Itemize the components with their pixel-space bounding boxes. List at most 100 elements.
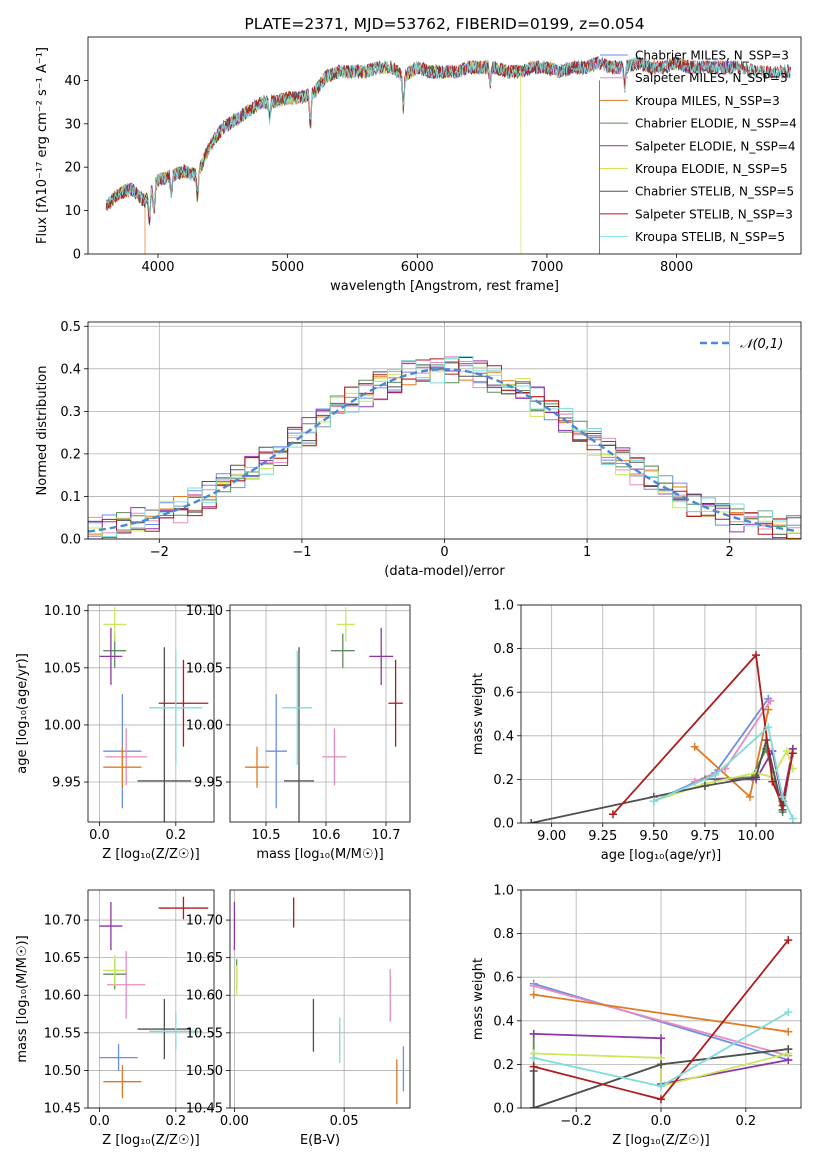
y-tick-label: 0.1 [60,490,81,505]
points [99,896,209,1099]
x-tick-label: 0.0 [89,1114,110,1129]
x-tick-label: 10.7 [372,828,401,843]
errorbar-kroupa_elodie [103,955,127,986]
errorbar-salpeter_elodie [369,627,394,685]
spectrum-series-salpeter_stelib [105,56,791,254]
weight-marker [766,696,775,705]
y-axis-label: mass weight [471,958,486,1040]
weight-series-kroupa_elodie [533,1052,789,1088]
legend-entry: 𝒩(0,1) [740,337,783,352]
legend: Chabrier MILES, N_SSP=3 Salpeter MILES, N… [600,49,797,244]
weight-series-chabrier_miles [533,982,789,1061]
axes-spectrum: 4000 5000 6000 7000 8000 0 10 20 30 40 PLATE=2371,… [35,15,802,294]
x-axis-label: mass [log₁₀(M/M☉)] [256,847,383,862]
y-tick-label: 10.70 [186,914,223,929]
axes-frame [87,889,215,1109]
axes-residuals: −2 −1 0 1 2 0.0 0.1 0.2 0.3 0.4 0.5 (data-model)/er… [35,320,802,579]
y-tick-label: 10.50 [44,1064,81,1079]
errorbar-salpeter_stelib [388,659,403,747]
errorbar-salpeter_miles [107,950,146,1019]
y-tick-label: 0.6 [493,971,514,986]
weight-marker [784,936,793,945]
weight-series-chabrier_stelib [532,1048,789,1108]
x-tick-label: 2 [726,545,734,560]
weight-marker [657,1034,665,1043]
x-axis-label: wavelength [Angstrom, rest frame] [330,279,559,294]
y-tick-label: 10.10 [186,604,223,619]
axes-mass_vs_ebv: 0.00 0.05 10.45 10.50 10.55 10.60 10.65 10.70 E(… [186,889,411,1148]
x-axis-label: (data-model)/error [384,564,505,579]
weight-marker [788,814,797,823]
y-tick-label: 10.45 [44,1102,81,1117]
errorbar-salpeter_elodie [99,902,123,951]
errorbar-chabrier_stelib [137,999,192,1060]
y-tick-label: 10.65 [44,951,81,966]
histograms [88,356,801,539]
weight-lines [527,651,797,823]
x-axis-label: Z [log₁₀(Z/Z☉)] [102,847,199,862]
errorbar-chabrier_stelib [284,647,314,822]
y-tick-label: 1.0 [493,884,514,899]
y-tick-label: 10.00 [44,718,81,733]
y-tick-label: 0.0 [493,1102,514,1117]
x-tick-label: 0.2 [165,828,186,843]
axes-frame [520,889,802,1109]
y-tick-label: 1.0 [493,599,514,614]
errorbar-kroupa_miles [103,1065,142,1099]
y-tick-label: 10.50 [186,1064,223,1079]
y-tick-label: 10.05 [44,661,81,676]
weight-marker [690,742,699,751]
weight-marker [778,801,787,810]
errorbar-salpeter_elodie [99,627,123,685]
x-tick-label: 1 [583,545,591,560]
points [99,607,209,822]
weight-marker [752,773,761,782]
y-tick-label: 0.4 [493,729,514,744]
y-tick-label: 10.65 [186,951,223,966]
y-tick-label: 0.2 [60,447,81,462]
axes-weight_vs_age: 9.00 9.25 9.50 9.75 10.00 0.0 0.2 0.4 0.6 0.8 1.0 a… [471,599,802,863]
y-tick-label: 0.8 [493,927,514,942]
errorbar-kroupa_stelib [149,650,203,765]
x-tick-label: 9.25 [588,829,617,844]
errorbar-salpeter_stelib [158,659,209,747]
errorbar-chabrier_stelib [137,647,192,822]
weight-series-salpeter_stelib [612,653,794,815]
x-tick-label: 9.50 [639,829,668,844]
x-tick-label: 0.2 [165,1114,186,1129]
errorbar-chabrier_miles [99,1044,138,1072]
axes-weight_vs_Z: −0.2 0.0 0.2 0.0 0.2 0.4 0.6 0.8 1.0 Z [log₁₀(Z/Z… [471,884,802,1148]
axes-age_vs_mass: 10.5 10.6 10.7 9.95 10.00 10.05 10.10 mass [log… [186,604,411,862]
points [233,897,405,1105]
y-axis-label: Normed distribution [35,366,50,496]
spectrum-lines [105,55,791,254]
x-axis-label: age [log₁₀(age/yr)] [601,848,722,863]
y-tick-label: 10.55 [44,1026,81,1041]
x-tick-label: 0.0 [651,1114,672,1129]
weight-marker [752,651,761,660]
y-tick-label: 0.5 [60,320,81,335]
weight-marker [529,1062,538,1071]
weight-marker [711,771,720,780]
y-axis-label: mass [log₁₀(M/M☉)] [15,935,30,1062]
x-axis-label: E(B-V) [300,1133,340,1148]
x-tick-label: 5000 [271,260,304,275]
x-tick-label: 6000 [401,260,434,275]
weight-series-kroupa_elodie [653,748,794,803]
axes-frame [229,604,411,823]
legend-entry: Salpeter STELIB, N_SSP=3 [635,207,793,221]
y-tick-label: 0 [73,248,81,263]
axes-frame [520,604,802,824]
y-tick-label: 9.95 [52,776,81,791]
axes-frame [87,36,802,255]
legend-entry: Chabrier STELIB, N_SSP=5 [635,185,794,199]
x-tick-label: 7000 [530,260,563,275]
x-tick-label: 0 [440,545,448,560]
weight-marker [778,792,787,801]
weight-series-kroupa_miles [533,993,789,1033]
histogram-kroupa_stelib [88,356,801,539]
y-tick-label: 0.4 [493,1014,514,1029]
gaussian-curve [88,368,799,533]
weight-marker [782,747,791,756]
y-tick-label: 0.2 [493,1058,514,1073]
